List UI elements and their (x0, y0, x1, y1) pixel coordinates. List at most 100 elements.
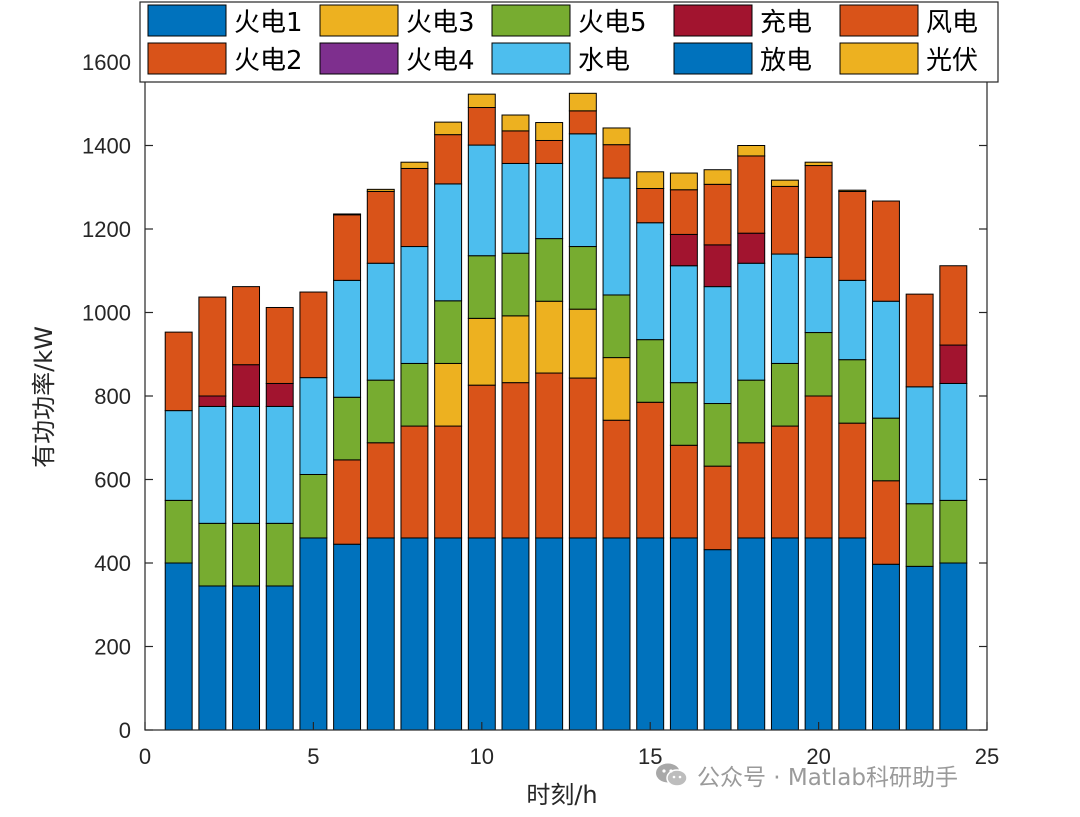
bar-segment (434, 134, 463, 185)
bar-segment (265, 306, 294, 384)
y-tick-label: 1000 (82, 301, 131, 326)
bar-segment (905, 293, 934, 388)
bar-segment (703, 465, 732, 551)
bar-segment (770, 425, 799, 539)
bar-segment (400, 425, 429, 539)
bar-segment (299, 377, 328, 475)
bar-segment (467, 317, 496, 386)
bar-segment (770, 537, 799, 731)
bar-segment (939, 499, 968, 564)
bar-segment (366, 190, 395, 264)
bar-segment (939, 344, 968, 384)
bar-segment (164, 331, 193, 412)
bar-segment (232, 364, 261, 407)
bar-segment (669, 233, 698, 267)
bar-segment (636, 401, 665, 539)
bar-segment (535, 372, 564, 539)
x-tick-label: 0 (139, 744, 151, 769)
bar-segment (568, 377, 597, 539)
bar-segment (636, 537, 665, 731)
legend-swatch (673, 4, 753, 37)
bar-segment (265, 585, 294, 731)
bar-segment (232, 286, 261, 366)
bar-segment (333, 213, 362, 216)
watermark-text: 公众号 · Matlab科研助手 (697, 765, 958, 791)
bar-segment (265, 405, 294, 524)
bar-segment (703, 169, 732, 185)
bar-segment (535, 162, 564, 240)
bar-segment (838, 359, 867, 424)
legend-swatch (839, 4, 919, 37)
bar-segment (703, 244, 732, 288)
bar-segment (198, 296, 227, 397)
bar-segment (804, 161, 833, 167)
y-tick-label: 0 (119, 718, 131, 743)
bar-segment (568, 537, 597, 731)
bar-segment (804, 165, 833, 258)
bar-segment (434, 300, 463, 364)
bar-segment (871, 417, 900, 482)
bar-segment (400, 246, 429, 364)
bar-segment (164, 499, 193, 564)
bar-segment (366, 442, 395, 539)
legend-swatch (319, 4, 399, 37)
bar-segment (299, 473, 328, 539)
bar-segment (535, 122, 564, 141)
bar-segment (467, 144, 496, 257)
bar-segment (602, 419, 631, 539)
bar-segment (602, 127, 631, 146)
bar-segment (333, 459, 362, 545)
bar-segment (669, 189, 698, 235)
bar-segment (568, 92, 597, 112)
bar-segment (838, 537, 867, 731)
bar-segment (400, 537, 429, 731)
y-tick-label: 1600 (82, 50, 131, 75)
bar-segment (333, 214, 362, 281)
bar-segment (467, 93, 496, 109)
bar-segment (703, 403, 732, 467)
bar-segment (299, 291, 328, 379)
bar-segment (568, 110, 597, 135)
legend-swatch (839, 42, 919, 75)
legend-label: 火电3 (406, 8, 475, 38)
bar-segment (602, 294, 631, 359)
bar-segment (299, 537, 328, 731)
bar-segment (366, 188, 395, 192)
y-tick-label: 800 (94, 384, 131, 409)
x-axis-label: 时刻/h (526, 781, 597, 809)
bar-segment (568, 133, 597, 248)
bar-segment (501, 114, 530, 132)
bar-segment (804, 332, 833, 397)
bar-segment (737, 262, 766, 381)
watermark: 公众号 · Matlab科研助手 (655, 758, 958, 792)
bar-segment (737, 155, 766, 234)
legend-label: 放电 (760, 46, 812, 76)
bar-segment (434, 362, 463, 427)
bar-segment (265, 522, 294, 587)
x-tick-label: 10 (470, 744, 494, 769)
x-tick-label: 15 (638, 744, 662, 769)
bar-segment (467, 255, 496, 319)
bar-segment (535, 537, 564, 731)
legend-label: 火电4 (406, 46, 475, 76)
bar-segment (535, 300, 564, 374)
bar-segment (568, 308, 597, 379)
bar-segment (467, 107, 496, 146)
bar-segment (232, 585, 261, 731)
bars-layer (164, 92, 968, 731)
bar-segment (333, 543, 362, 731)
bar-segment (602, 177, 631, 296)
bar-segment (400, 362, 429, 427)
bar-segment (838, 279, 867, 361)
x-tick-label: 5 (307, 744, 319, 769)
bar-segment (871, 480, 900, 565)
bar-segment (636, 188, 665, 224)
x-tick-label: 20 (806, 744, 830, 769)
bar-segment (602, 537, 631, 731)
bar-segment (737, 145, 766, 157)
bar-segment (501, 315, 530, 384)
x-tick-label: 25 (975, 744, 999, 769)
bar-segment (164, 562, 193, 731)
bar-segment (871, 563, 900, 731)
